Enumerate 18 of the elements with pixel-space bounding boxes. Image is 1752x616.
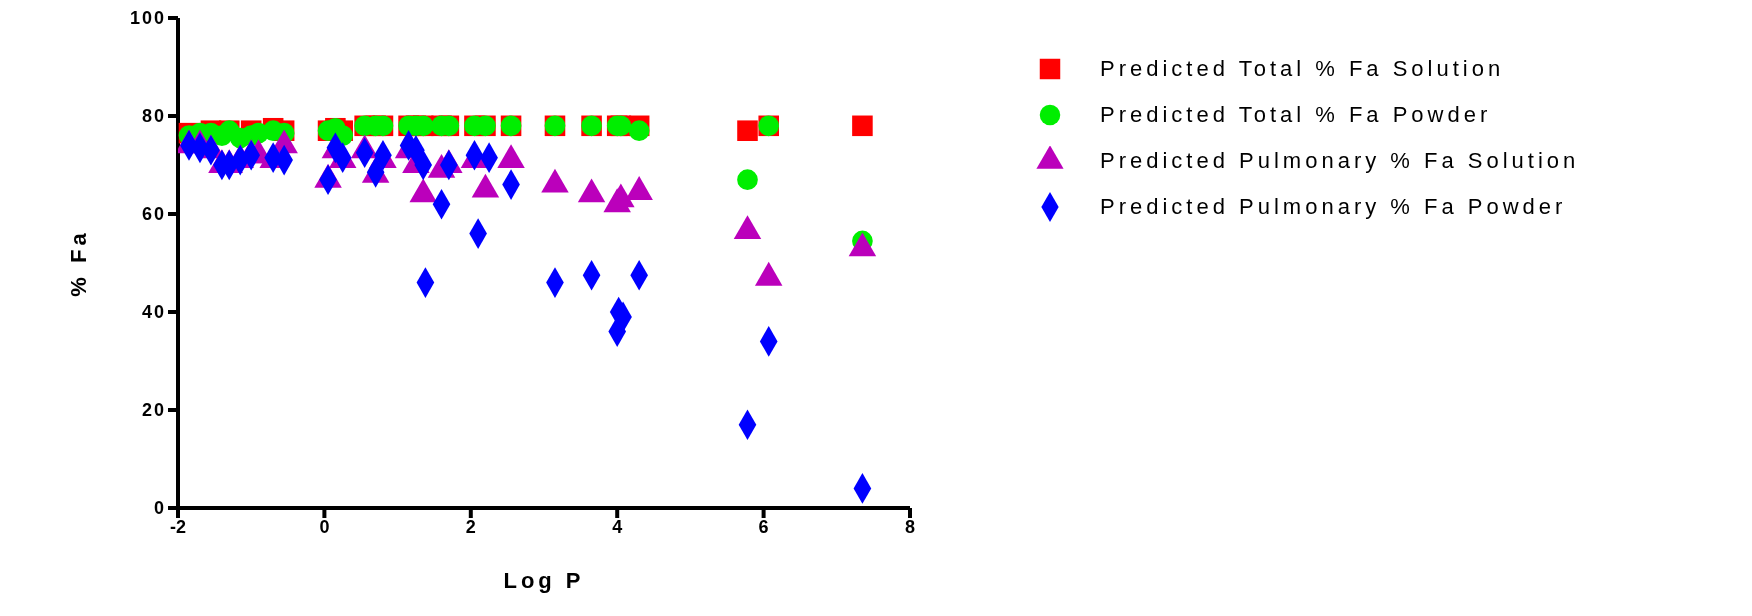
y-tick-label: 100 [129,8,166,29]
y-tick-label: 80 [141,106,166,127]
legend-label: Predicted Pulmonary % Fa Powder [1100,194,1567,220]
x-tick-label: 0 [319,516,330,537]
x-tick-label: 8 [904,516,916,537]
y-axis-title: % Fa [65,229,91,297]
y-tick-label: 0 [153,498,166,519]
y-tick-label: 40 [141,302,166,323]
y-tick-label: 20 [141,400,166,421]
x-tick-label: 4 [612,516,623,537]
x-tick-label: 2 [465,516,476,537]
legend-label: Predicted Total % Fa Solution [1100,56,1505,82]
legend-label: Predicted Pulmonary % Fa Solution [1100,148,1580,174]
legend-label: Predicted Total % Fa Powder [1100,102,1492,128]
x-tick-label: 6 [758,516,769,537]
x-tick-label: -2 [169,516,187,537]
x-axis-title: Log P [503,568,585,593]
y-tick-label: 60 [141,204,166,225]
